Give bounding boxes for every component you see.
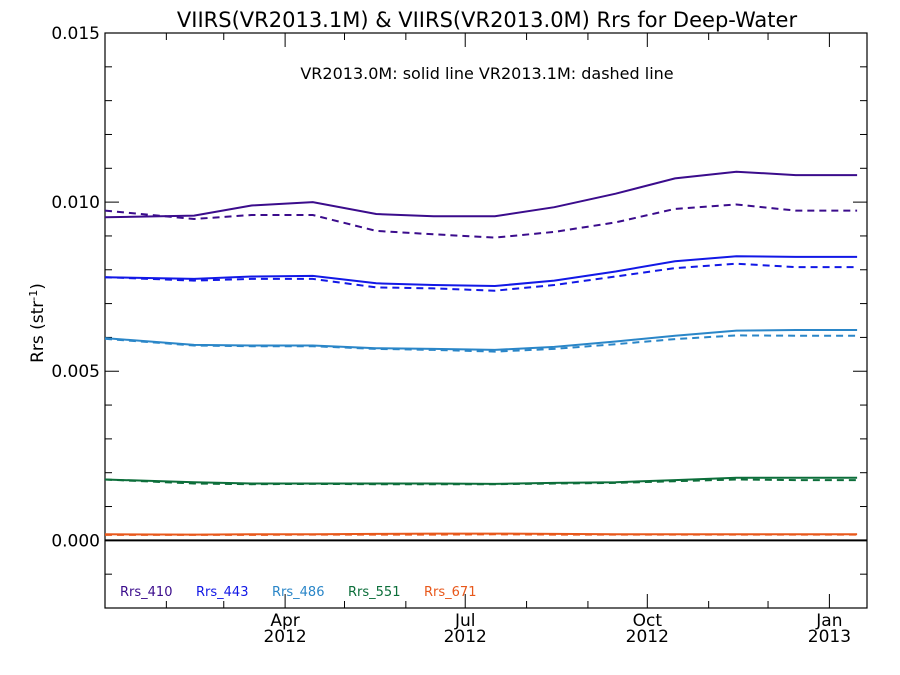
y-tick-label: 0.005 (51, 362, 100, 382)
rrs_671-solid-line (104, 532, 858, 536)
x-tick-label-year: 2013 (808, 627, 851, 647)
legend-entry: Rrs_486 (272, 585, 324, 600)
x-tick-label-month: Jul (454, 611, 476, 631)
legend-entry: Rrs_671 (424, 585, 476, 600)
chart-title: VIIRS(VR2013.1M) & VIIRS(VR2013.0M) Rrs … (177, 8, 798, 32)
plot-area (104, 32, 868, 609)
y-tick-label: 0.015 (51, 24, 100, 44)
rrs_410-solid-line (104, 170, 858, 219)
x-tick-label-month: Oct (633, 611, 663, 631)
x-tick-label-year: 2012 (444, 627, 487, 647)
x-tick-label-month: Jan (815, 611, 842, 631)
y-axis-label-main: Rrs (str (28, 301, 48, 363)
y-tick-label: 0.000 (51, 531, 100, 551)
rrs_443-dashed-line (104, 262, 858, 292)
x-tick-label-year: 2012 (626, 627, 669, 647)
y-axis-label-close: ) (28, 283, 48, 290)
legend-entry: Rrs_410 (120, 585, 172, 600)
axis-ticks: 0.0000.0050.0100.015Apr2012Jul2012Oct201… (51, 24, 867, 647)
rrs_551-solid-line (104, 476, 858, 485)
legend: Rrs_410 Rrs_443 Rrs_486 Rrs_551 Rrs_671 (120, 585, 476, 600)
y-tick-label: 0.010 (51, 193, 100, 213)
x-tick-label-year: 2012 (263, 627, 306, 647)
legend-entry: Rrs_551 (348, 585, 400, 600)
x-tick-label-month: Apr (270, 611, 299, 631)
y-axis-label: Rrs (str-1) (27, 283, 48, 363)
line-style-note: VR2013.0M: solid line VR2013.1M: dashed … (300, 64, 673, 83)
series-lines (104, 170, 858, 536)
rrs_486-solid-line (104, 329, 858, 351)
legend-entry: Rrs_443 (196, 585, 248, 600)
y-axis-label-exponent: -1 (27, 290, 40, 301)
rrs_443-solid-line (104, 255, 858, 288)
rrs_410-dashed-line (104, 203, 858, 239)
